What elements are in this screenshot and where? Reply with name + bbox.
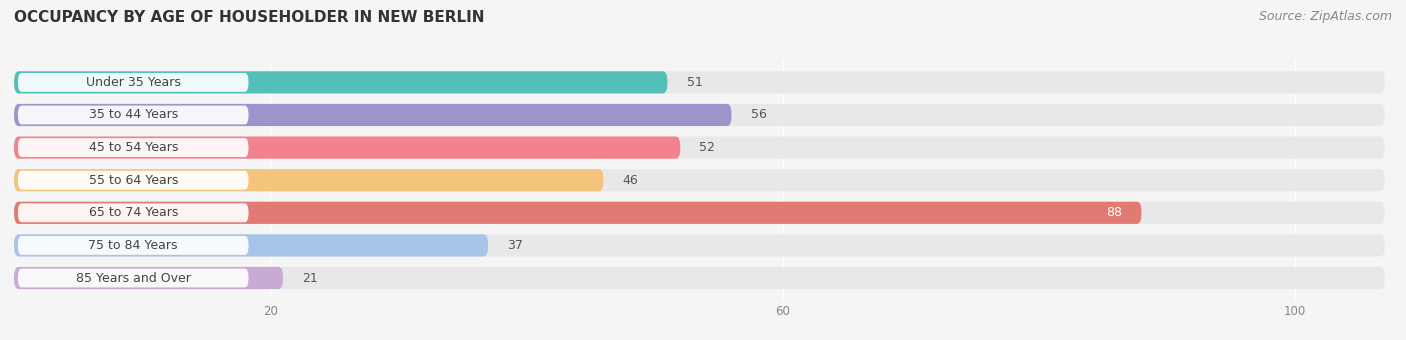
Text: 56: 56 <box>751 108 766 121</box>
Text: 88: 88 <box>1107 206 1122 219</box>
FancyBboxPatch shape <box>14 137 1385 159</box>
Text: 37: 37 <box>508 239 523 252</box>
Text: 45 to 54 Years: 45 to 54 Years <box>89 141 179 154</box>
FancyBboxPatch shape <box>14 202 1385 224</box>
Text: 21: 21 <box>302 272 318 285</box>
Text: 46: 46 <box>623 174 638 187</box>
Text: 75 to 84 Years: 75 to 84 Years <box>89 239 179 252</box>
Text: OCCUPANCY BY AGE OF HOUSEHOLDER IN NEW BERLIN: OCCUPANCY BY AGE OF HOUSEHOLDER IN NEW B… <box>14 10 485 25</box>
Text: 55 to 64 Years: 55 to 64 Years <box>89 174 179 187</box>
Text: 85 Years and Over: 85 Years and Over <box>76 272 191 285</box>
FancyBboxPatch shape <box>14 169 603 191</box>
FancyBboxPatch shape <box>14 71 668 94</box>
FancyBboxPatch shape <box>18 171 249 190</box>
FancyBboxPatch shape <box>18 236 249 255</box>
Text: 51: 51 <box>686 76 703 89</box>
Text: 52: 52 <box>700 141 716 154</box>
FancyBboxPatch shape <box>18 203 249 222</box>
FancyBboxPatch shape <box>14 104 1385 126</box>
FancyBboxPatch shape <box>18 73 249 92</box>
FancyBboxPatch shape <box>14 104 731 126</box>
FancyBboxPatch shape <box>18 106 249 124</box>
Text: Source: ZipAtlas.com: Source: ZipAtlas.com <box>1258 10 1392 23</box>
FancyBboxPatch shape <box>14 169 1385 191</box>
Text: 35 to 44 Years: 35 to 44 Years <box>89 108 177 121</box>
FancyBboxPatch shape <box>18 269 249 287</box>
FancyBboxPatch shape <box>14 267 1385 289</box>
Text: Under 35 Years: Under 35 Years <box>86 76 180 89</box>
Text: 65 to 74 Years: 65 to 74 Years <box>89 206 179 219</box>
FancyBboxPatch shape <box>18 138 249 157</box>
FancyBboxPatch shape <box>14 234 488 256</box>
FancyBboxPatch shape <box>14 267 283 289</box>
FancyBboxPatch shape <box>14 71 1385 94</box>
FancyBboxPatch shape <box>14 202 1142 224</box>
FancyBboxPatch shape <box>14 234 1385 256</box>
FancyBboxPatch shape <box>14 137 681 159</box>
